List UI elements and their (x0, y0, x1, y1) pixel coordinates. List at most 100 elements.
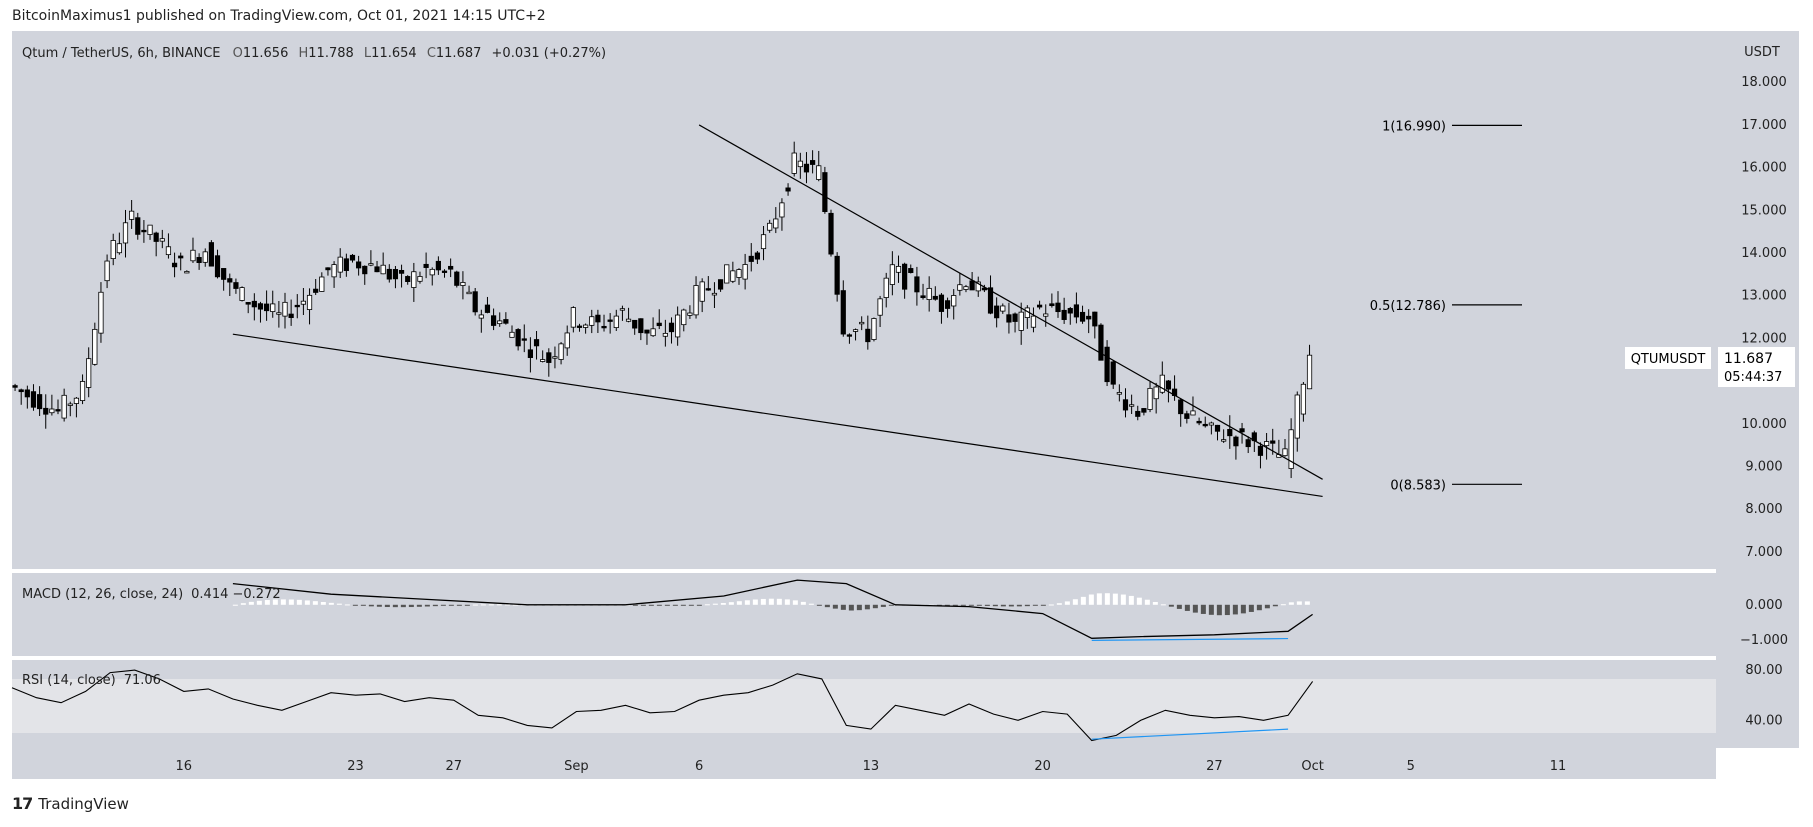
macd-histogram-bar (1048, 604, 1054, 606)
candle-up (779, 202, 785, 218)
macd-histogram-bar (472, 604, 478, 606)
macd-histogram-bar (352, 604, 358, 606)
candle-up (497, 320, 503, 325)
price-axis-pane (1716, 31, 1799, 748)
macd-divergence-line (1091, 637, 1289, 641)
macd-histogram-bar (1168, 604, 1174, 607)
macd-histogram-bar (640, 604, 646, 606)
macd-histogram-bar (1032, 604, 1038, 606)
candle-up (797, 160, 803, 168)
macd-histogram-bar (488, 604, 494, 606)
candle-down (1098, 324, 1104, 361)
candle-down (294, 304, 300, 308)
candle-down (1086, 315, 1092, 320)
candle-down (356, 261, 362, 269)
macd-tick-label: 0.000 (1745, 598, 1782, 613)
candle-down (472, 291, 478, 313)
macd-histogram-bar (664, 604, 670, 606)
countdown-tag: 05:44:37 (1724, 370, 1782, 385)
macd-histogram-bar (752, 599, 758, 605)
candle-down (969, 280, 975, 291)
candle-down (12, 385, 18, 388)
macd-histogram-bar (416, 604, 422, 607)
price-tick-label: 16.000 (1741, 161, 1787, 176)
macd-histogram-bar (344, 604, 350, 606)
candle-up (1221, 439, 1227, 442)
candle-up (129, 210, 135, 220)
candle-up (957, 284, 963, 291)
candle-down (313, 288, 319, 293)
macd-histogram-bar (832, 604, 838, 609)
candle-up (67, 403, 73, 406)
candle-down (30, 391, 37, 408)
candle-down (705, 288, 711, 291)
macd-histogram-bar (704, 604, 710, 606)
macd-histogram-bar (1264, 604, 1270, 609)
candle-down (1270, 440, 1276, 444)
candle-up (239, 287, 245, 301)
candle-up (730, 270, 736, 282)
candle-up (877, 298, 883, 316)
candle-up (619, 308, 626, 311)
candle-down (484, 304, 491, 313)
price-tag-box (1718, 347, 1795, 387)
fib-label: 0(8.583) (1390, 478, 1446, 493)
candle-down (521, 338, 527, 341)
macd-histogram-bar (1016, 604, 1022, 607)
macd-histogram-bar (424, 604, 430, 607)
candle-up (1306, 354, 1313, 390)
macd-histogram-bar (1000, 604, 1006, 607)
candle-down (1178, 399, 1184, 415)
macd-histogram-bar (784, 599, 790, 605)
candle-up (558, 343, 564, 360)
macd-histogram-bar (1040, 604, 1046, 606)
candle-down (1012, 313, 1018, 322)
candle-up (79, 381, 86, 401)
candle-down (43, 407, 49, 415)
candle-down (233, 282, 239, 289)
candle-up (165, 246, 172, 256)
macd-histogram-bar (464, 604, 470, 606)
candle-down (1245, 439, 1251, 448)
candle-up (49, 408, 55, 414)
macd-histogram-bar (1184, 604, 1190, 611)
macd-histogram-bar (408, 604, 414, 608)
candle-down (435, 260, 441, 271)
candle-down (638, 318, 644, 334)
candle-down (221, 268, 227, 280)
candle-up (1116, 392, 1122, 395)
candle-down (902, 263, 908, 290)
price-tick-label: 10.000 (1741, 417, 1787, 432)
time-tick-label: 11 (1550, 759, 1567, 774)
candle-down (288, 313, 294, 319)
candle-up (662, 332, 668, 337)
macd-histogram-bar (648, 604, 654, 606)
trendline (698, 124, 1323, 480)
candle-down (349, 254, 356, 261)
candle-up (110, 240, 116, 260)
candle-up (92, 328, 98, 365)
candle-down (490, 315, 497, 326)
candle-down (178, 255, 184, 259)
candle-down (533, 339, 540, 347)
candle-down (920, 295, 926, 299)
candle-up (1018, 311, 1024, 331)
price-tag: 11.687 (1724, 351, 1773, 367)
macd-histogram-bar (1232, 604, 1238, 615)
macd-histogram-bar (296, 599, 302, 605)
macd-histogram-bar (736, 601, 742, 605)
macd-histogram-bar (256, 600, 262, 605)
price-pane (12, 31, 1716, 569)
macd-histogram-bar (432, 604, 438, 607)
candle-down (576, 325, 583, 328)
macd-histogram-bar (312, 601, 318, 605)
macd-histogram-bar (888, 604, 894, 606)
candle-up (711, 292, 718, 296)
candle-up (564, 332, 570, 349)
macd-histogram-bar (816, 604, 822, 606)
time-tick-label: 27 (445, 759, 462, 774)
candle-up (625, 318, 632, 322)
macd-histogram-bar (672, 604, 678, 606)
macd-histogram-bar (288, 599, 294, 605)
macd-histogram-bar (1120, 594, 1126, 605)
